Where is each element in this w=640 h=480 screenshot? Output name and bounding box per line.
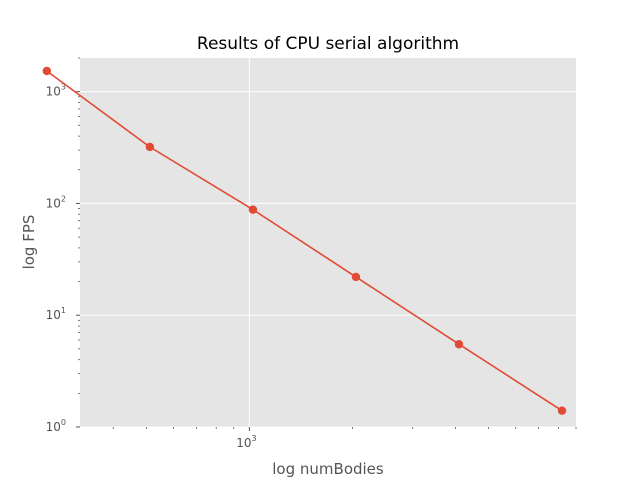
y-axis-label: log FPS bbox=[20, 215, 38, 270]
x-tick-label: 103 bbox=[236, 434, 256, 450]
x-axis-label: log numBodies bbox=[272, 460, 384, 478]
y-tick-exponent: 2 bbox=[61, 194, 66, 203]
data-point bbox=[248, 205, 258, 214]
y-tick-exponent: 1 bbox=[61, 306, 66, 315]
data-point bbox=[557, 406, 567, 415]
data-point bbox=[454, 340, 464, 349]
grid-lines bbox=[80, 58, 576, 428]
series-line bbox=[46, 70, 563, 412]
y-tick-exponent: 0 bbox=[61, 418, 66, 427]
axis-ticks bbox=[76, 57, 577, 431]
y-tick-exponent: 3 bbox=[61, 83, 66, 92]
chart-title: Results of CPU serial algorithm bbox=[197, 34, 459, 54]
data-series bbox=[42, 66, 567, 415]
data-point bbox=[351, 272, 361, 282]
data-point bbox=[42, 66, 52, 76]
data-point bbox=[145, 142, 155, 152]
x-tick-exponent: 3 bbox=[251, 434, 256, 443]
